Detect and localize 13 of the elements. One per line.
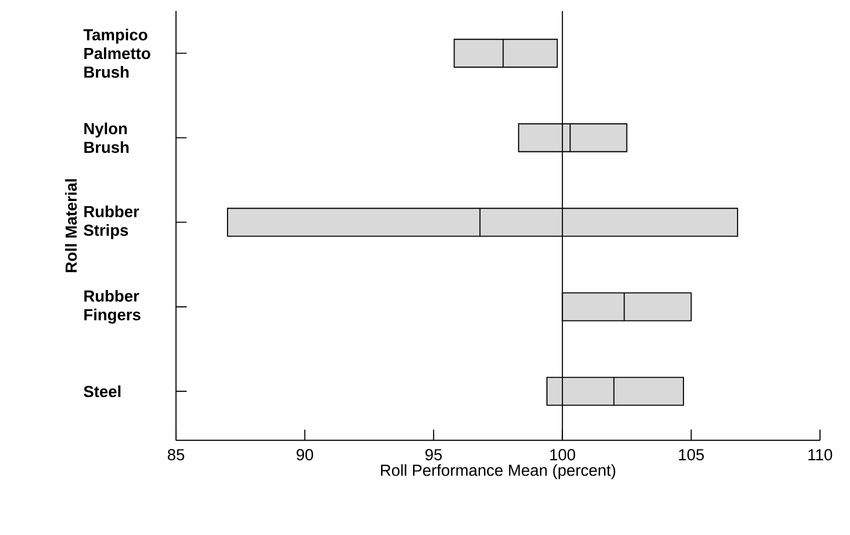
x-tick-label: 85 [168,449,184,460]
x-tick-label: 95 [425,449,442,460]
y-tick-label: Rubber Strips [84,205,140,240]
y-tick-label: Nylon Brush [84,122,129,153]
x-tick-label: 100 [550,449,576,460]
x-tick-label: 105 [679,449,704,460]
x-tick-label: 110 [808,449,832,460]
x-tick-label: 90 [296,449,314,460]
y-tick-label: Steel [84,385,120,398]
x-axis-title: Roll Performance Mean (percent) [381,464,616,480]
y-axis-title: Roll Material [65,179,77,272]
y-tick-label: Rubber Fingers [84,290,140,324]
y-tick-label: Tampico Palmetto Brush [83,28,150,78]
